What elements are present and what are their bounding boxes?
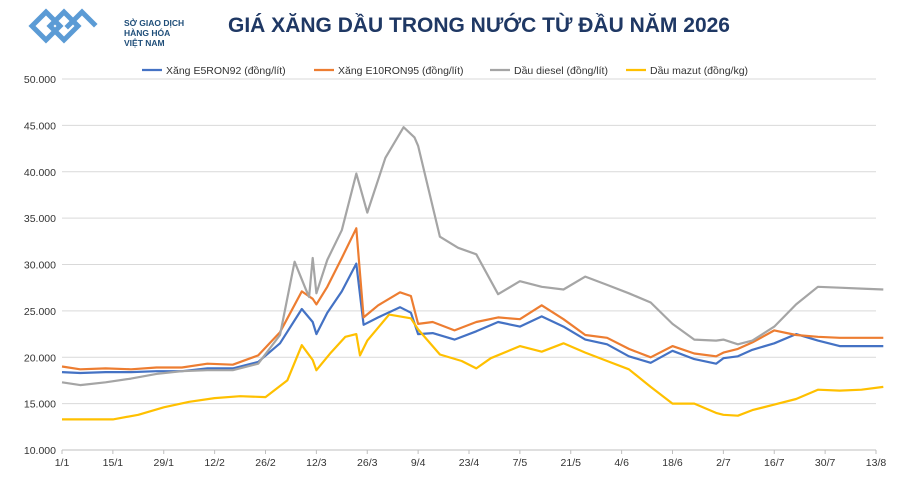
series-line-4 bbox=[62, 313, 884, 421]
legend-label: Xăng E5RON92 (đồng/lít) bbox=[166, 65, 286, 77]
y-tick-label: 45.000 bbox=[24, 120, 56, 132]
x-tick-label: 4/6 bbox=[614, 457, 629, 469]
x-tick-label: 26/2 bbox=[255, 457, 276, 469]
x-tick-label: 2/7 bbox=[716, 457, 731, 469]
gridlines bbox=[62, 78, 876, 451]
y-tick-label: 40.000 bbox=[24, 167, 56, 179]
x-axis: 1/1 15/1 29/1 12/2 26/2 12/3 26/3 9/4 23/4 7/5 21/… bbox=[55, 449, 887, 469]
x-tick-label: 13/8 bbox=[866, 457, 887, 469]
logo-line-3: VIỆT NAM bbox=[124, 38, 165, 48]
y-axis: 10.000 15.000 20.000 25.000 30.000 35.000 40.0… bbox=[24, 74, 56, 457]
x-tick-label: 12/2 bbox=[204, 457, 225, 469]
legend-label: Xăng E10RON95 (đồng/lít) bbox=[338, 65, 464, 77]
x-tick-label: 23/4 bbox=[459, 457, 480, 469]
x-tick-label: 18/6 bbox=[662, 457, 683, 469]
x-tick-label: 7/5 bbox=[513, 457, 528, 469]
x-tick-label: 29/1 bbox=[154, 457, 175, 469]
logo: SỞ GIAO DỊCH HÀNG HÓA VIỆT NAM bbox=[28, 8, 198, 48]
logo-text: SỞ GIAO DỊCH HÀNG HÓA VIỆT NAM bbox=[124, 18, 184, 48]
x-tick-label: 21/5 bbox=[561, 457, 582, 469]
series-line-3 bbox=[61, 126, 884, 387]
logo-line-1: SỞ GIAO DỊCH bbox=[124, 18, 185, 28]
x-tick-label: 26/3 bbox=[357, 457, 378, 469]
series-line-2 bbox=[61, 227, 884, 371]
legend-label: Dầu mazut (đồng/kg) bbox=[650, 65, 748, 77]
y-tick-label: 25.000 bbox=[24, 306, 56, 318]
x-tick-label: 16/7 bbox=[764, 457, 785, 469]
x-tick-label: 9/4 bbox=[411, 457, 426, 469]
x-tick-label: 30/7 bbox=[815, 457, 836, 469]
chart-title: GIÁ XĂNG DẦU TRONG NƯỚC TỪ ĐẦU NĂM 2026 bbox=[228, 14, 730, 37]
legend: Xăng E5RON92 (đồng/lít) Xăng E10RON95 (đồ… bbox=[142, 65, 748, 77]
x-tick-label: 12/3 bbox=[306, 457, 327, 469]
x-tick-label: 1/1 bbox=[55, 457, 70, 469]
logo-mark-icon bbox=[28, 8, 98, 44]
y-tick-label: 35.000 bbox=[24, 213, 56, 225]
y-tick-label: 10.000 bbox=[24, 445, 56, 457]
y-tick-label: 20.000 bbox=[24, 352, 56, 364]
y-tick-label: 15.000 bbox=[24, 399, 56, 411]
series-lines bbox=[61, 126, 884, 421]
series-line-1 bbox=[61, 262, 884, 375]
y-tick-label: 50.000 bbox=[24, 74, 56, 86]
x-tick-label: 15/1 bbox=[103, 457, 124, 469]
logo-line-2: HÀNG HÓA bbox=[124, 28, 171, 38]
legend-label: Dầu diesel (đồng/lít) bbox=[514, 65, 608, 77]
y-tick-label: 30.000 bbox=[24, 260, 56, 272]
